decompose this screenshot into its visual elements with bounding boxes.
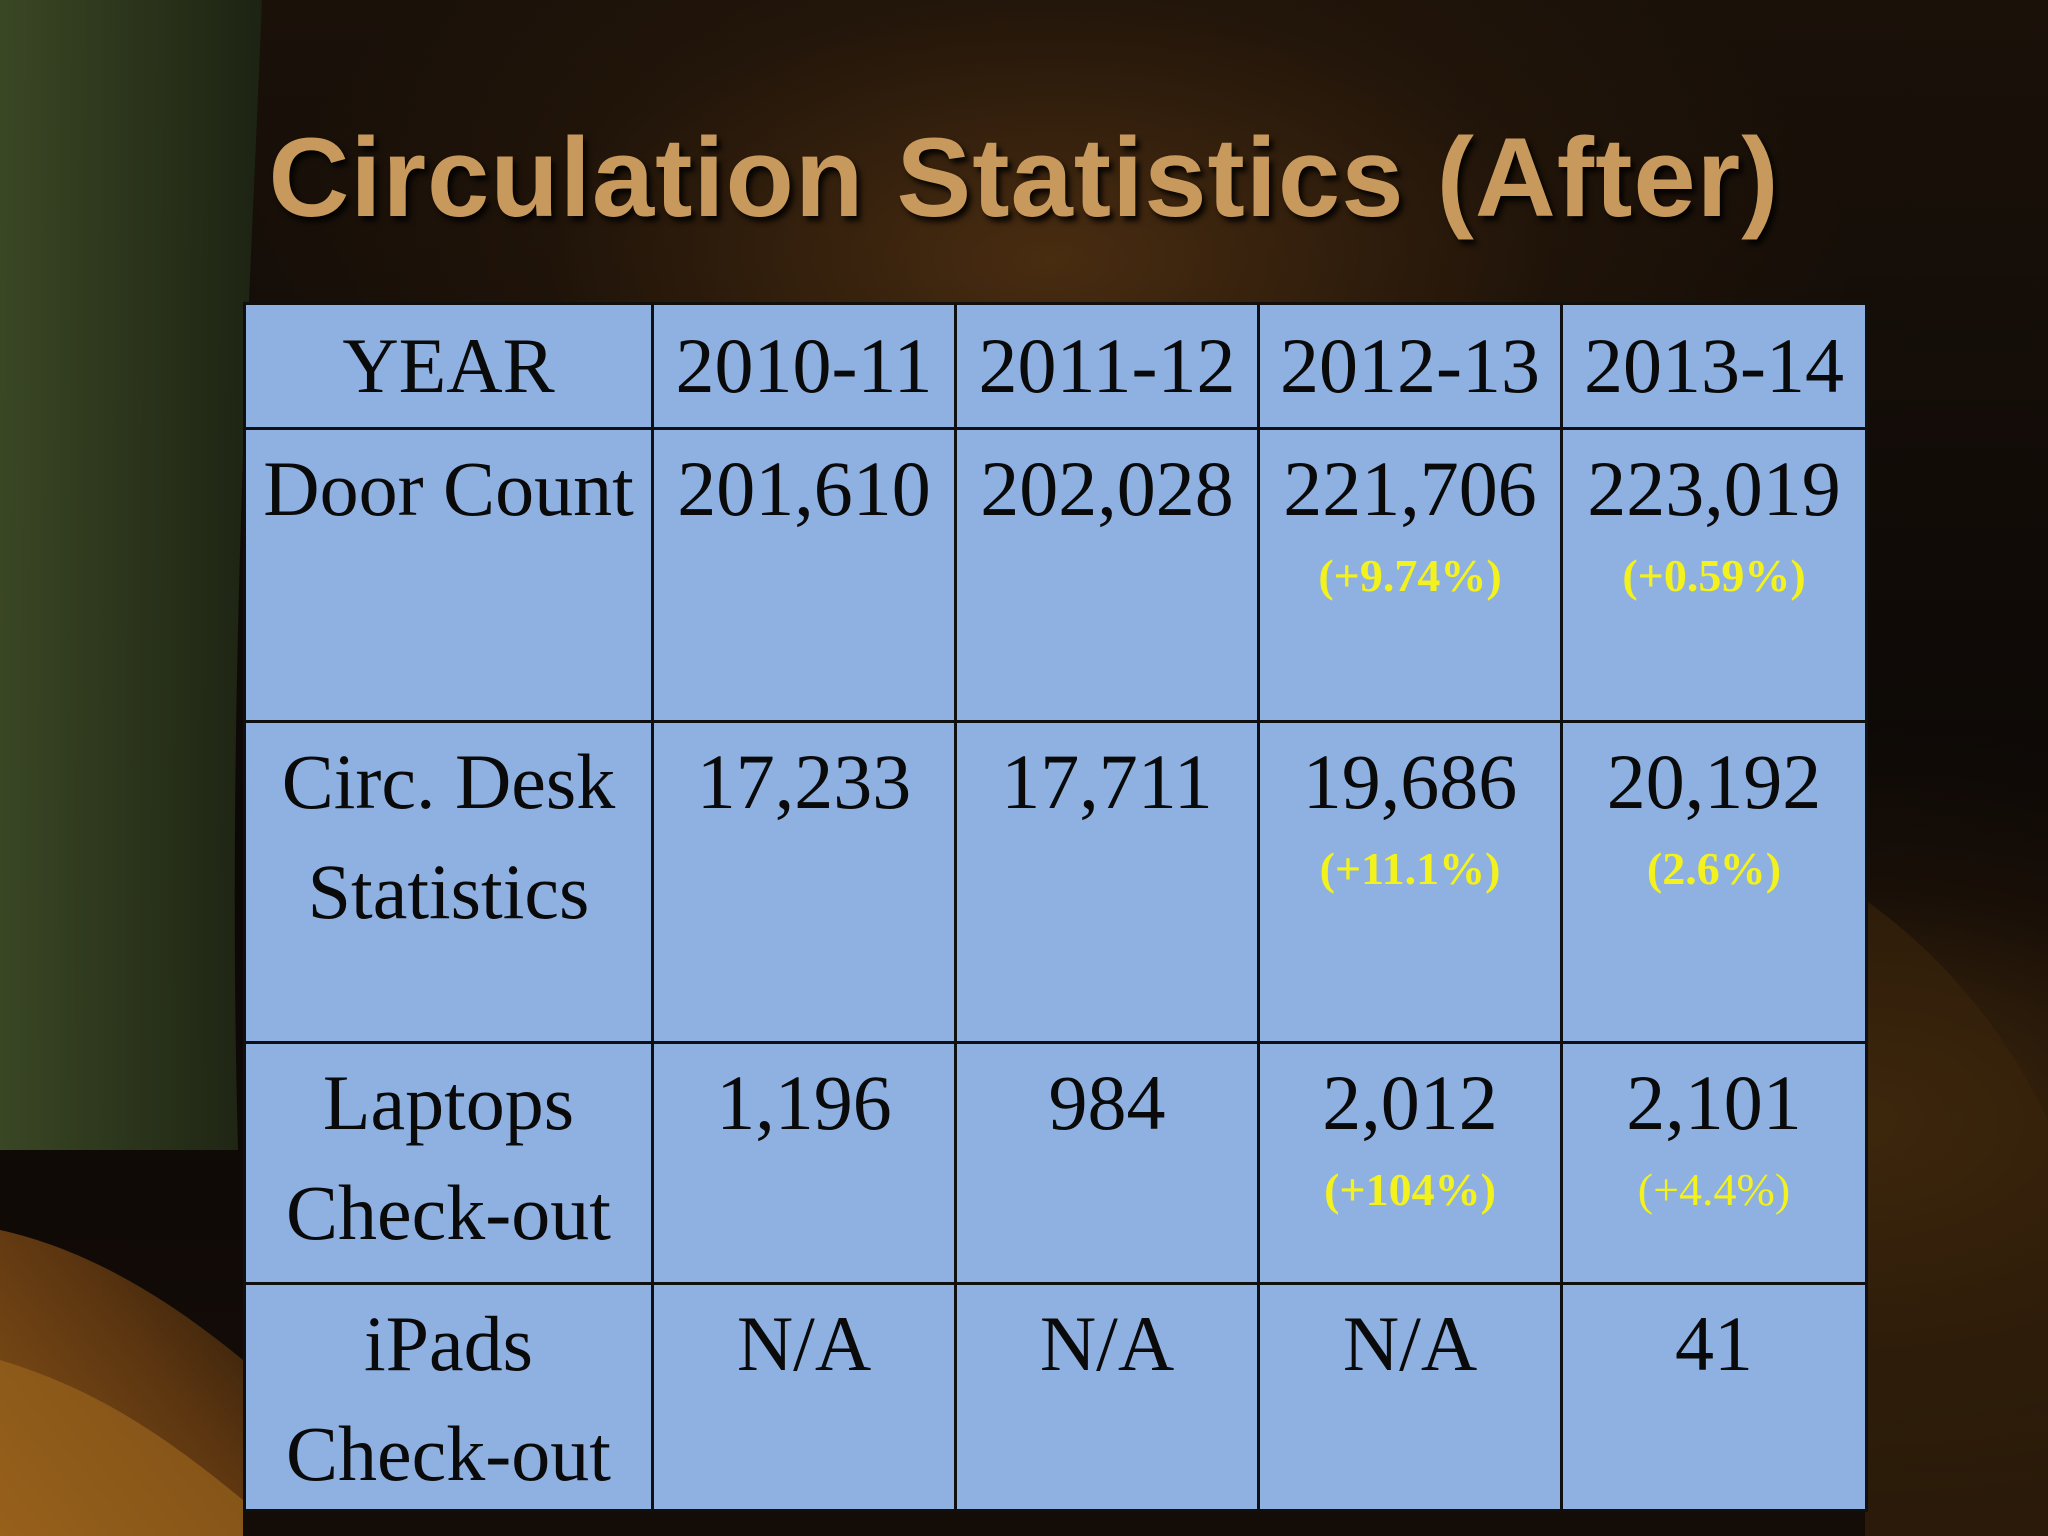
cell-value: 41 (1675, 1300, 1753, 1387)
cell-value: 1,196 (716, 1059, 892, 1146)
table-row-door-count: Door Count 201,610 202,028 221,706 (+9.7… (243, 427, 1868, 723)
circulation-statistics-table: YEAR 2010-11 2011-12 2012-13 2013-14 Doo… (243, 302, 1868, 1512)
table-cell: 223,019 (+0.59%) (1560, 427, 1868, 723)
table-cell: 221,706 (+9.74%) (1257, 427, 1563, 723)
cell-value: 223,019 (1587, 445, 1841, 532)
cell-change: (+11.1%) (1319, 843, 1501, 894)
table-row-laptops-check-out: Laptops Check-out 1,196 984 2,012 (+104%… (243, 1041, 1868, 1285)
header-row: YEAR 2010-11 2011-12 2012-13 2013-14 (243, 302, 1868, 430)
row-label: Circ. Desk Statistics (243, 720, 654, 1044)
cell-value: 19,686 (1302, 738, 1518, 825)
cell-value: 221,706 (1283, 445, 1537, 532)
cell-value: 17,711 (1001, 738, 1213, 825)
header-cell-2011-12: 2011-12 (954, 302, 1260, 430)
table-cell: 202,028 (954, 427, 1260, 723)
table-cell: 17,233 (651, 720, 957, 1044)
cell-value: 20,192 (1606, 738, 1822, 825)
cell-value: 201,610 (677, 445, 931, 532)
table-cell: 20,192 (2.6%) (1560, 720, 1868, 1044)
cell-value: N/A (736, 1300, 872, 1387)
table-cell: N/A (651, 1282, 957, 1512)
cell-value: 2,012 (1322, 1059, 1498, 1146)
header-cell-2012-13: 2012-13 (1257, 302, 1563, 430)
table-cell: 1,196 (651, 1041, 957, 1285)
row-label: Laptops Check-out (243, 1041, 654, 1285)
row-label: iPads Check-out (243, 1282, 654, 1512)
cell-value: N/A (1039, 1300, 1175, 1387)
cell-change: (+0.59%) (1622, 550, 1806, 601)
cell-change: (+9.74%) (1318, 550, 1502, 601)
cell-value: 984 (1048, 1059, 1166, 1146)
table-row-ipads-check-out: iPads Check-out N/A N/A N/A 41 (243, 1282, 1868, 1512)
row-label: Door Count (243, 427, 654, 723)
table-cell: 19,686 (+11.1%) (1257, 720, 1563, 1044)
table-row-circ-desk-statistics: Circ. Desk Statistics 17,233 17,711 19,6… (243, 720, 1868, 1044)
table-cell: N/A (954, 1282, 1260, 1512)
header-cell-year: YEAR (243, 302, 654, 430)
cell-change: (+4.4%) (1637, 1164, 1791, 1215)
header-cell-2010-11: 2010-11 (651, 302, 957, 430)
cell-change: (2.6%) (1646, 843, 1782, 894)
header-cell-2013-14: 2013-14 (1560, 302, 1868, 430)
cell-value: N/A (1342, 1300, 1478, 1387)
slide-title: Circulation Statistics (After) (268, 115, 1780, 240)
cell-value: 17,233 (696, 738, 912, 825)
cell-change: (+104%) (1324, 1164, 1496, 1215)
cell-value: 202,028 (980, 445, 1234, 532)
table-cell: 2,101 (+4.4%) (1560, 1041, 1868, 1285)
table-cell: 201,610 (651, 427, 957, 723)
table-cell: 17,711 (954, 720, 1260, 1044)
table-cell: 2,012 (+104%) (1257, 1041, 1563, 1285)
table-cell: 984 (954, 1041, 1260, 1285)
table-cell: N/A (1257, 1282, 1563, 1512)
cell-value: 2,101 (1626, 1059, 1802, 1146)
table-cell: 41 (1560, 1282, 1868, 1512)
